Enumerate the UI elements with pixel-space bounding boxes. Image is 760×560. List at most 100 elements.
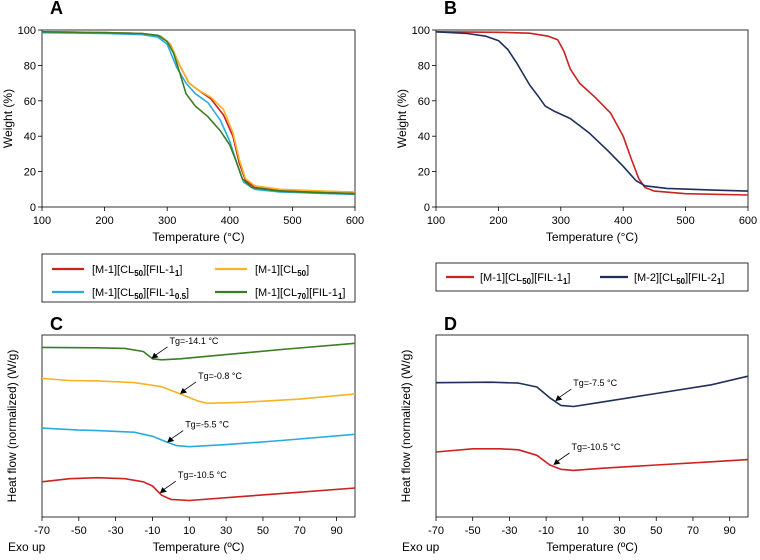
legend-entry: [M-2][CL50][FIL-21] — [634, 272, 724, 286]
panel-letter: A — [50, 0, 63, 18]
y-tick-label: 80 — [24, 60, 36, 72]
x-axis-label: Temperature (ºC) — [546, 540, 638, 554]
annotation-arrow — [182, 381, 197, 392]
series-line — [41, 427, 356, 448]
tg-annotation: Tg=-10.5 °C — [178, 470, 227, 480]
x-tick-label: -50 — [71, 525, 87, 537]
y-axis-label: Heat flow (normalized) (W/g) — [5, 350, 19, 503]
x-tick-label: 100 — [427, 215, 445, 227]
x-tick-label: 200 — [489, 215, 507, 227]
legend-entry: [M-1][CL50][FIL-11] — [92, 264, 182, 278]
panel-letter: B — [444, 0, 457, 18]
annotation-arrow — [558, 388, 572, 399]
x-tick-label: -30 — [108, 525, 124, 537]
x-tick-label: 500 — [676, 215, 694, 227]
x-tick-label: 300 — [552, 215, 570, 227]
annotation-arrowhead — [180, 387, 188, 394]
x-tick-label: 90 — [724, 525, 736, 537]
legend-entry: [M-1][CL50][FIL-10.5] — [92, 287, 189, 301]
series-line — [41, 31, 356, 196]
panel-letter: C — [50, 314, 63, 334]
tg-annotation: Tg=-7.5 °C — [573, 378, 617, 388]
series-line — [435, 31, 749, 192]
x-tick-label: 10 — [577, 525, 589, 537]
plot-frame — [41, 334, 356, 518]
x-tick-label: 300 — [158, 215, 176, 227]
exo-up-label: Exo up — [402, 540, 440, 554]
y-tick-label: 20 — [24, 167, 36, 179]
series-line — [41, 377, 356, 405]
annotation-arrow — [556, 452, 570, 463]
legend-left: [M-1][CL50][FIL-11] [M-1][CL50] [M-1][CL50… — [41, 253, 356, 303]
x-tick-label: -30 — [501, 525, 517, 537]
legend-entry: [M-1][CL50][FIL-11] — [480, 272, 570, 286]
legend-box — [435, 262, 749, 292]
y-axis-label: Weight (%) — [1, 89, 15, 148]
tg-annotation: Tg=-5.5 °C — [185, 420, 229, 430]
x-axis-label: Temperature (°C) — [152, 230, 244, 244]
series-line — [435, 375, 749, 408]
annotation-arrowhead — [553, 459, 561, 465]
tg-annotation: Tg=-10.5 °C — [571, 442, 620, 452]
annotation-arrow — [169, 430, 184, 440]
y-tick-label: 40 — [24, 131, 36, 143]
x-tick-label: 50 — [257, 525, 269, 537]
x-tick-label: 500 — [283, 215, 301, 227]
y-axis-label: Weight (%) — [395, 89, 409, 148]
plot-frame — [435, 29, 749, 208]
x-axis-label: Temperature (°C) — [546, 230, 638, 244]
annotation-arrowhead — [555, 395, 563, 402]
x-tick-label: 30 — [220, 525, 232, 537]
y-tick-label: 100 — [412, 25, 430, 37]
panel-d: D -70 -50 -30 -10 10 30 50 70 90 Temperature (ºC) H… — [399, 314, 749, 554]
y-tick-label: 0 — [424, 202, 430, 214]
x-axis-label: Temperature (ºC) — [153, 540, 245, 554]
x-tick-label: 50 — [650, 525, 662, 537]
plot-frame — [41, 29, 356, 208]
y-tick-label: 80 — [418, 60, 430, 72]
x-tick-label: 70 — [294, 525, 306, 537]
panel-b: B 100 200 300 400 500 600 0 20 40 60 80 100 Temperatu… — [395, 0, 757, 244]
x-tick-label: 30 — [613, 525, 625, 537]
x-tick-label: -70 — [34, 525, 50, 537]
x-tick-label: 400 — [221, 215, 239, 227]
y-tick-label: 60 — [418, 96, 430, 108]
x-tick-label: 100 — [33, 215, 51, 227]
panel-c: C -70 -50 -30 -10 10 30 50 70 90 Temperature (ºC) H… — [5, 314, 356, 554]
series-line — [41, 31, 356, 194]
annotation-arrowhead — [151, 352, 159, 359]
series-line — [41, 476, 356, 502]
legend-entry: [M-1][CL70][FIL-11] — [255, 287, 345, 301]
x-tick-label: 600 — [739, 215, 757, 227]
x-tick-label: -70 — [428, 525, 444, 537]
x-tick-label: 600 — [346, 215, 364, 227]
exo-up-label: Exo up — [8, 540, 46, 554]
legend-right: [M-1][CL50][FIL-11] [M-2][CL50][FIL-21] — [435, 262, 749, 292]
annotation-arrow — [154, 346, 168, 357]
x-tick-label: -10 — [145, 525, 161, 537]
x-tick-label: -50 — [465, 525, 481, 537]
series-line — [435, 31, 749, 196]
legend-entry: [M-1][CL50] — [255, 264, 309, 278]
series-line — [435, 448, 749, 472]
annotation-arrowhead — [159, 487, 167, 494]
panel-letter: D — [444, 314, 457, 334]
y-tick-label: 60 — [24, 96, 36, 108]
x-tick-label: 200 — [95, 215, 113, 227]
x-tick-label: 10 — [183, 525, 195, 537]
y-tick-label: 100 — [18, 25, 36, 37]
y-tick-label: 20 — [418, 167, 430, 179]
series-line — [41, 31, 356, 193]
y-tick-label: 0 — [30, 202, 36, 214]
y-axis-label: Heat flow (normalized) (W/g) — [399, 350, 413, 503]
plot-frame — [435, 334, 749, 518]
x-tick-label: -10 — [538, 525, 554, 537]
series-line — [41, 31, 356, 195]
tg-annotation: Tg=-0.8 °C — [198, 371, 242, 381]
panel-a: A 100 200 300 400 500 600 0 20 40 60 80 100 Temperatu… — [1, 0, 364, 244]
tg-annotation: Tg=-14.1 °C — [170, 336, 219, 346]
x-tick-label: 400 — [614, 215, 632, 227]
y-tick-label: 40 — [418, 131, 430, 143]
x-tick-label: 90 — [330, 525, 342, 537]
